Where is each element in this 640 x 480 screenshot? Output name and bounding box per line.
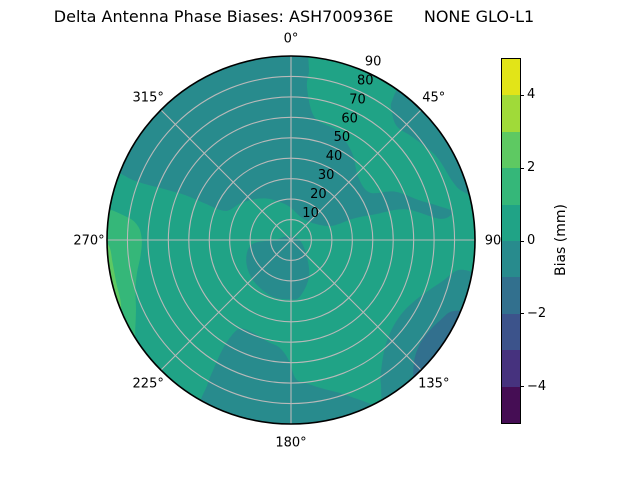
colorbar-ticklabel-0: 0 [527, 233, 536, 248]
contour-region-below-center-bias-neg1-0 [246, 236, 310, 300]
colorbar-band-0-1 [502, 204, 520, 242]
colorbar-label: Bias (mm) [553, 203, 569, 277]
radial-label-20: 20 [310, 187, 327, 202]
grid-spoke-225 [160, 239, 292, 371]
colorbar-band--3--2 [502, 313, 520, 351]
colorbar-band--1-0 [502, 241, 520, 278]
colorbar-band-4-5 [502, 59, 520, 96]
plot-title: Delta Antenna Phase Biases: ASH700936E N… [53, 7, 535, 26]
colorbar-ticklabel-2: 2 [527, 160, 536, 176]
theta-label-45: 45° [422, 91, 445, 106]
grid-spoke-135 [290, 239, 422, 371]
grid-spoke-315 [160, 109, 292, 241]
contour-region-upper-left-and-top-bias-neg1-0 [115, 56, 453, 227]
theta-labels: 0° 45° 90 135° 180° 225° 270° 315° [73, 32, 501, 451]
colorbar-band--5--4 [502, 386, 520, 424]
colorbar-ticklabel--2: −2 [527, 305, 547, 321]
radial-label-60: 60 [341, 111, 358, 126]
radial-label-90: 90 [365, 55, 382, 70]
radial-labels: 10 20 30 40 50 60 70 80 90 [302, 55, 381, 221]
radial-label-10: 10 [302, 206, 319, 221]
grid-spoke-45 [290, 109, 422, 241]
theta-label-270: 270° [73, 234, 104, 249]
colorbar-band--2--1 [502, 277, 520, 314]
colorbar-band-3-4 [502, 95, 520, 132]
theta-label-315: 315° [133, 91, 164, 106]
colorbar-tickmark-4 [520, 94, 524, 96]
colorbar-tickmark-0 [520, 240, 524, 242]
colorbar-ticklabel-4: 4 [527, 87, 536, 103]
theta-label-90: 90 [485, 234, 502, 249]
polar-grid [106, 55, 476, 425]
colorbar-band-2-3 [502, 131, 520, 169]
colorbar-tickmark--4 [520, 386, 524, 388]
radial-label-70: 70 [349, 93, 366, 108]
contour-region-top-right-rim-bias-neg1-0 [390, 86, 475, 196]
colorbar-tickmark-2 [520, 167, 524, 169]
theta-label-225: 225° [133, 376, 164, 391]
theta-label-135: 135° [418, 376, 449, 391]
polar-outline [106, 55, 476, 425]
colorbar-band--4--3 [502, 350, 520, 387]
colorbar [501, 58, 521, 424]
radial-label-50: 50 [334, 130, 351, 145]
contour-region-left-rim-bias-1-2 [107, 208, 142, 351]
radial-label-40: 40 [326, 149, 343, 164]
theta-label-0: 0° [284, 32, 299, 47]
theta-label-180: 180° [275, 436, 306, 451]
colorbar-tickmark--2 [520, 313, 524, 315]
contour-fills [107, 56, 475, 424]
radial-label-30: 30 [318, 168, 335, 183]
colorbar-ticklabel--4: −4 [527, 378, 547, 394]
colorbar-band-1-2 [502, 168, 520, 205]
radial-label-80: 80 [357, 74, 374, 89]
